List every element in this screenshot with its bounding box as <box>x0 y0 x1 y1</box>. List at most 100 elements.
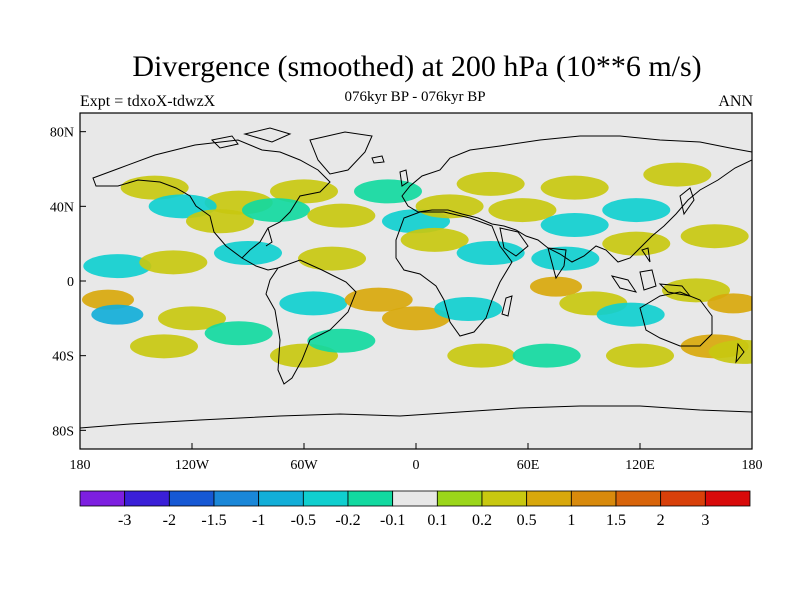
field-region-45 <box>708 339 752 364</box>
lat-tick-label: 40N <box>50 200 74 215</box>
colorbar-label: 2 <box>657 512 665 529</box>
field-region-17 <box>83 254 152 279</box>
lon-tick-label: 60E <box>517 458 540 473</box>
field-region-41 <box>447 343 516 368</box>
field-region-32 <box>434 297 503 321</box>
colorbar-swatch <box>615 490 662 507</box>
colorbar-label: -2 <box>163 512 176 529</box>
colorbar-swatch <box>660 490 706 507</box>
lon-tick-label: 120W <box>175 458 210 473</box>
coast-japan <box>679 187 695 216</box>
colorbar-swatch <box>347 490 394 507</box>
field-region-0 <box>120 175 189 200</box>
colorbar-label: 0.2 <box>472 512 492 529</box>
experiment-label: Expt = tdxoX-tdwzX <box>80 93 216 110</box>
field-region-36 <box>662 278 730 303</box>
map-background <box>80 113 752 449</box>
field-region-22 <box>456 241 525 265</box>
field-region-20 <box>298 246 366 271</box>
coast-central-america <box>241 227 279 271</box>
colorbar-label: -3 <box>118 512 131 529</box>
coast-arabia <box>499 227 529 257</box>
field-region-21 <box>400 227 469 252</box>
coast-africa <box>395 211 513 337</box>
field-region-33 <box>530 276 582 297</box>
colorbar-label: 3 <box>701 512 709 529</box>
plot-title: Divergence (smoothed) at 200 hPa (10**6 … <box>132 50 702 83</box>
colorbar-label: -1 <box>252 512 265 529</box>
field-region-18 <box>139 250 208 275</box>
colorbar-label: 0.5 <box>517 512 537 529</box>
field-region-31 <box>382 306 450 331</box>
colorbar: -3 -2 -1.5 -1 -0.5 -0.2 -0.1 0.1 0.2 0.5 1 1.5 2 3 <box>79 490 751 529</box>
field-region-27 <box>158 306 226 331</box>
colorbar-label: 0.1 <box>427 512 447 529</box>
coast-india <box>547 247 567 280</box>
colorbar-label: -0.1 <box>380 512 405 529</box>
colorbar-swatch <box>526 490 572 507</box>
colorbar-swatch <box>79 490 126 507</box>
coast-britain <box>399 169 409 187</box>
field-region-35 <box>596 302 665 327</box>
colorbar-label: -0.2 <box>335 512 360 529</box>
colorbar-swatch <box>258 490 304 507</box>
field-region-5 <box>540 175 609 200</box>
field-region-2 <box>270 179 338 204</box>
field-region-30 <box>344 287 413 312</box>
coast-iceland <box>371 155 385 164</box>
coast-arctic-islands <box>210 127 292 149</box>
colorbar-swatch <box>213 490 260 507</box>
plot-subtitle: 076kyr BP - 076kyr BP <box>344 89 486 105</box>
coast-eurasia <box>401 135 752 263</box>
field-region-3 <box>354 179 422 204</box>
lat-tick-label: 80N <box>50 126 74 141</box>
field-region-15 <box>602 198 671 223</box>
field-region-38 <box>130 334 198 359</box>
colorbar-swatch <box>481 490 528 507</box>
field-region-24 <box>602 231 671 256</box>
lon-tick-label: 60W <box>290 458 318 473</box>
coast-australia <box>639 291 713 347</box>
lon-tick-label: 120E <box>625 458 655 473</box>
latitude-axis: 80N 40N 0 40S 80S <box>50 126 86 439</box>
lon-tick-label: 180 <box>742 458 763 473</box>
colorbar-swatch <box>302 490 349 507</box>
coast-south-america <box>265 259 357 385</box>
colorbar-label: -0.5 <box>291 512 316 529</box>
field-region-26 <box>91 304 144 325</box>
field-region-40 <box>307 328 376 353</box>
coast-antarctica <box>80 405 752 429</box>
field-region-19 <box>214 241 282 265</box>
colorbar-swatch <box>168 490 215 507</box>
lon-tick-label: 0 <box>413 458 420 473</box>
field-region-9 <box>242 198 310 223</box>
field-region-37 <box>707 293 752 314</box>
lat-tick-label: 40S <box>52 350 74 365</box>
field-region-14 <box>540 213 609 237</box>
coast-new-zealand <box>735 342 745 364</box>
field-region-13 <box>488 198 557 223</box>
colorbar-label: 1 <box>567 512 575 529</box>
field-region-43 <box>606 343 674 368</box>
colorbar-swatch <box>436 490 483 507</box>
lon-tick-label: 180 <box>70 458 91 473</box>
colorbar-label: 1.5 <box>606 512 626 529</box>
field-region-12 <box>415 194 484 219</box>
colorbar-swatch <box>392 490 438 507</box>
field-region-10 <box>307 203 376 228</box>
colorbar-swatch <box>704 490 751 507</box>
lat-tick-label: 80S <box>52 424 74 439</box>
field-region-25 <box>82 289 134 310</box>
colorbar-swatch <box>124 490 170 507</box>
longitude-axis: 180 120W 60W 0 60E 120E 180 <box>70 443 763 473</box>
season-label: ANN <box>718 93 753 110</box>
coast-madagascar <box>501 295 513 317</box>
lat-tick-label: 0 <box>67 275 74 290</box>
coast-maritime-continent <box>610 247 692 297</box>
coastlines <box>80 127 752 429</box>
colorbar-swatch <box>570 490 617 507</box>
field-region-4 <box>456 171 525 196</box>
field-region-42 <box>512 343 581 368</box>
field-region-28 <box>204 321 273 346</box>
